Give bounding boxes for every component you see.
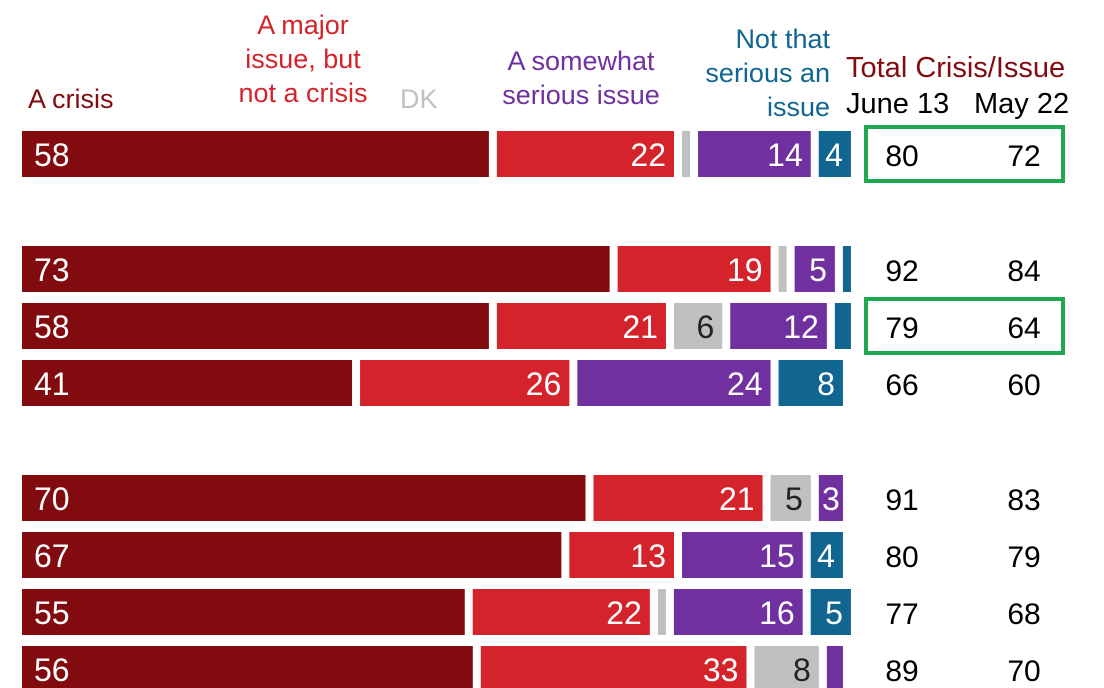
data-label-not-serious-row-7: 5 xyxy=(825,595,843,631)
data-label-somewhat-row-6: 15 xyxy=(759,538,795,574)
bar-somewhat-row-5 xyxy=(818,475,843,521)
bar-crisis-row-8 xyxy=(22,646,473,688)
data-label-not-serious-row-6: 4 xyxy=(817,538,835,574)
data-label-crisis-row-7: 55 xyxy=(34,595,70,631)
bar-crisis-row-2 xyxy=(22,246,610,292)
total-may-row-1: 72 xyxy=(1007,140,1040,173)
data-label-crisis-row-2: 73 xyxy=(34,252,70,288)
legend-somewhat-serious: A somewhat serious issue xyxy=(502,46,660,110)
data-label-not-serious-row-4: 8 xyxy=(817,366,835,402)
data-label-somewhat-row-1: 14 xyxy=(767,137,803,173)
legend-not-serious: Not that serious an issue xyxy=(705,24,830,122)
data-label-somewhat-row-5: 3 xyxy=(822,481,840,517)
data-label-somewhat-row-7: 16 xyxy=(759,595,795,631)
data-label-crisis-row-4: 41 xyxy=(34,366,70,402)
bar-somewhat-row-1 xyxy=(698,131,811,177)
total-june-row-6: 80 xyxy=(885,541,918,574)
bar-crisis-row-3 xyxy=(22,303,489,349)
bar-dk-row-5 xyxy=(770,475,811,521)
bar-dk-row-1 xyxy=(682,131,691,177)
bar-crisis-row-4 xyxy=(22,360,353,406)
total-may-row-4: 60 xyxy=(1007,369,1040,402)
total-june-row-1: 80 xyxy=(885,140,918,173)
totals-may-header: May 22 xyxy=(974,88,1070,120)
data-label-major-row-8: 33 xyxy=(703,652,739,688)
total-may-row-7: 68 xyxy=(1007,598,1040,631)
data-label-somewhat-row-4: 24 xyxy=(727,366,763,402)
bar-major-row-5 xyxy=(593,475,763,521)
bar-dk-row-3 xyxy=(673,303,723,349)
bar-not-serious-row-6 xyxy=(810,532,843,578)
data-label-dk-row-3: 6 xyxy=(696,309,714,345)
total-june-row-3: 79 xyxy=(885,312,918,345)
total-may-row-2: 84 xyxy=(1007,255,1040,288)
total-may-row-6: 79 xyxy=(1007,541,1040,574)
data-label-not-serious-row-1: 4 xyxy=(825,137,843,173)
total-june-row-4: 66 xyxy=(885,369,918,402)
bar-not-serious-row-2 xyxy=(842,246,851,292)
bar-somewhat-row-8 xyxy=(826,646,843,688)
bar-somewhat-row-7 xyxy=(673,589,803,635)
bar-crisis-row-7 xyxy=(22,589,465,635)
bar-not-serious-row-1 xyxy=(818,131,851,177)
data-label-somewhat-row-2: 5 xyxy=(809,252,827,288)
bar-major-row-3 xyxy=(496,303,666,349)
legend-dk: DK xyxy=(400,84,438,114)
data-label-dk-row-5: 5 xyxy=(785,481,803,517)
bar-dk-row-8 xyxy=(754,646,819,688)
totals-title: Total Crisis/Issue xyxy=(846,52,1066,84)
legend-major-issue: A major issue, but not a crisis xyxy=(238,10,368,108)
data-label-major-row-3: 21 xyxy=(622,309,658,345)
bar-dk-row-7 xyxy=(657,589,666,635)
total-june-row-7: 77 xyxy=(885,598,918,631)
data-label-crisis-row-1: 58 xyxy=(34,137,70,173)
bar-somewhat-row-3 xyxy=(730,303,827,349)
bar-crisis-row-1 xyxy=(22,131,489,177)
bar-not-serious-row-3 xyxy=(834,303,851,349)
bar-major-row-6 xyxy=(569,532,674,578)
bar-major-row-8 xyxy=(480,646,747,688)
data-label-major-row-5: 21 xyxy=(719,481,755,517)
data-label-major-row-2: 19 xyxy=(727,252,763,288)
bar-major-row-7 xyxy=(472,589,650,635)
legend-crisis: A crisis xyxy=(28,84,114,114)
bar-major-row-2 xyxy=(617,246,771,292)
bar-not-serious-row-7 xyxy=(810,589,851,635)
data-label-major-row-6: 13 xyxy=(630,538,666,574)
data-label-somewhat-row-3: 12 xyxy=(783,309,819,345)
bar-not-serious-row-4 xyxy=(778,360,843,406)
data-label-major-row-4: 26 xyxy=(526,366,562,402)
bar-somewhat-row-2 xyxy=(794,246,835,292)
bar-crisis-row-6 xyxy=(22,532,562,578)
total-may-row-3: 64 xyxy=(1007,312,1040,345)
bar-major-row-4 xyxy=(360,360,570,406)
bar-crisis-row-5 xyxy=(22,475,586,521)
highlight-box-row-3 xyxy=(864,297,1065,355)
data-label-dk-row-8: 8 xyxy=(793,652,811,688)
highlight-box-row-1 xyxy=(864,125,1065,183)
bar-dk-row-2 xyxy=(778,246,787,292)
total-june-row-2: 92 xyxy=(885,255,918,288)
total-june-row-8: 89 xyxy=(885,655,918,688)
bar-somewhat-row-4 xyxy=(577,360,771,406)
data-label-crisis-row-3: 58 xyxy=(34,309,70,345)
total-may-row-8: 70 xyxy=(1007,655,1040,688)
total-june-row-5: 91 xyxy=(885,484,918,517)
data-label-crisis-row-8: 56 xyxy=(34,652,70,688)
bar-somewhat-row-6 xyxy=(682,532,803,578)
data-label-crisis-row-5: 70 xyxy=(34,481,70,517)
totals-june-header: June 13 xyxy=(846,88,950,120)
total-may-row-5: 83 xyxy=(1007,484,1040,517)
data-label-major-row-1: 22 xyxy=(630,137,666,173)
bar-major-row-1 xyxy=(496,131,674,177)
data-label-crisis-row-6: 67 xyxy=(34,538,70,574)
data-label-major-row-7: 22 xyxy=(606,595,642,631)
